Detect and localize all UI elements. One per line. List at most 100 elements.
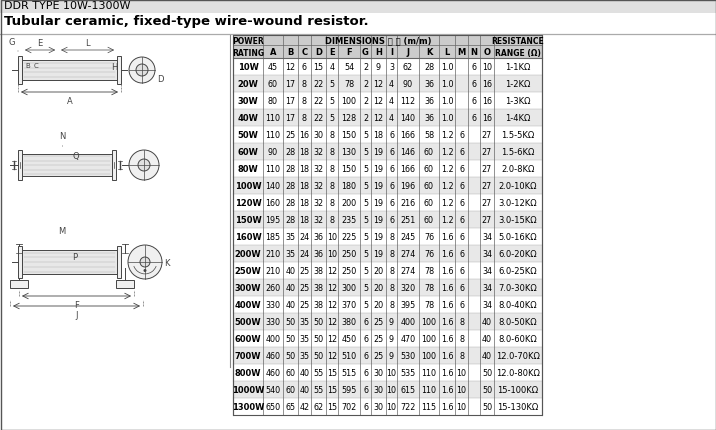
Bar xyxy=(233,194,542,212)
Text: 35: 35 xyxy=(299,334,309,343)
Text: 50: 50 xyxy=(314,351,324,360)
Text: 35: 35 xyxy=(286,249,296,258)
Bar xyxy=(233,144,542,161)
Text: 32: 32 xyxy=(314,181,324,190)
Text: 38: 38 xyxy=(314,266,324,275)
Text: 800W: 800W xyxy=(235,368,261,377)
Text: 50: 50 xyxy=(314,317,324,326)
Text: 150W: 150W xyxy=(235,215,261,224)
Text: 115: 115 xyxy=(422,402,437,411)
Text: 40: 40 xyxy=(286,266,296,275)
Text: 24: 24 xyxy=(299,249,309,258)
Text: 6: 6 xyxy=(389,165,394,174)
Text: 90: 90 xyxy=(268,147,278,157)
Text: 35: 35 xyxy=(299,317,309,326)
Bar xyxy=(233,280,542,296)
Bar xyxy=(233,296,542,313)
Text: 15: 15 xyxy=(327,402,337,411)
Text: 1-4KΩ: 1-4KΩ xyxy=(505,114,531,123)
Text: 100W: 100W xyxy=(235,181,261,190)
Text: 300: 300 xyxy=(342,283,357,292)
Text: 2.0-8KΩ: 2.0-8KΩ xyxy=(501,165,535,174)
Text: F: F xyxy=(74,300,79,309)
Circle shape xyxy=(129,58,155,84)
Text: 12: 12 xyxy=(327,317,337,326)
Bar xyxy=(233,93,542,110)
Text: 2.0-10KΩ: 2.0-10KΩ xyxy=(499,181,537,190)
Bar xyxy=(22,61,117,81)
Text: 12: 12 xyxy=(374,80,384,89)
Text: 50: 50 xyxy=(482,402,492,411)
Text: 20W: 20W xyxy=(238,80,258,89)
Bar xyxy=(0,0,716,14)
Text: B: B xyxy=(26,63,30,69)
Text: 28: 28 xyxy=(286,199,296,208)
Text: 8: 8 xyxy=(389,249,394,258)
Text: 40: 40 xyxy=(482,334,492,343)
Text: 22: 22 xyxy=(314,97,324,106)
Text: 25: 25 xyxy=(373,317,384,326)
Text: 510: 510 xyxy=(342,351,357,360)
Text: 60: 60 xyxy=(424,147,434,157)
Text: 8: 8 xyxy=(302,114,307,123)
Bar xyxy=(233,127,542,144)
Text: 10: 10 xyxy=(387,402,397,411)
Text: 1.6: 1.6 xyxy=(441,233,453,241)
Text: 4: 4 xyxy=(329,63,334,72)
Text: 10: 10 xyxy=(482,63,492,72)
Text: 5: 5 xyxy=(363,131,368,140)
Text: 30: 30 xyxy=(374,402,384,411)
Text: 166: 166 xyxy=(400,165,415,174)
Text: G: G xyxy=(362,48,369,57)
Text: 250W: 250W xyxy=(235,266,261,275)
Text: 300W: 300W xyxy=(235,283,261,292)
Text: 16: 16 xyxy=(482,80,492,89)
Text: 2: 2 xyxy=(363,114,368,123)
Text: 60W: 60W xyxy=(238,147,258,157)
Text: 1000W: 1000W xyxy=(232,385,264,394)
Text: 12: 12 xyxy=(327,283,337,292)
Text: 722: 722 xyxy=(400,402,416,411)
Text: 250: 250 xyxy=(342,266,357,275)
Text: 28: 28 xyxy=(286,181,296,190)
Text: 5: 5 xyxy=(363,249,368,258)
Text: 274: 274 xyxy=(400,266,415,275)
Text: 30: 30 xyxy=(374,385,384,394)
Text: 18: 18 xyxy=(374,131,384,140)
Text: 8: 8 xyxy=(459,334,464,343)
Text: 8: 8 xyxy=(389,283,394,292)
Text: 1.6: 1.6 xyxy=(441,283,453,292)
Text: 1.6: 1.6 xyxy=(441,351,453,360)
Text: 27: 27 xyxy=(482,131,492,140)
Text: 251: 251 xyxy=(400,215,415,224)
Text: 1-3KΩ: 1-3KΩ xyxy=(505,97,531,106)
Text: 100: 100 xyxy=(422,351,437,360)
Text: 60: 60 xyxy=(268,80,278,89)
Text: DIMENSIONS 尸 法 (m/m): DIMENSIONS 尸 法 (m/m) xyxy=(325,37,432,46)
Text: 50: 50 xyxy=(482,368,492,377)
Bar xyxy=(233,364,542,381)
Text: DDR TYPE 10W-1300W: DDR TYPE 10W-1300W xyxy=(4,1,130,11)
Text: 50: 50 xyxy=(286,351,296,360)
Text: 1.6: 1.6 xyxy=(441,402,453,411)
Text: 110: 110 xyxy=(422,385,437,394)
Text: 6: 6 xyxy=(472,97,477,106)
Text: 6: 6 xyxy=(389,215,394,224)
Text: 8: 8 xyxy=(302,80,307,89)
Text: 60: 60 xyxy=(286,385,296,394)
Text: C: C xyxy=(34,63,39,69)
Bar xyxy=(18,246,22,278)
Text: 595: 595 xyxy=(342,385,357,394)
Bar xyxy=(233,313,542,330)
Text: 8.0-40KΩ: 8.0-40KΩ xyxy=(498,300,537,309)
Text: 6: 6 xyxy=(459,300,464,309)
Text: 28: 28 xyxy=(424,63,434,72)
Text: 8: 8 xyxy=(329,131,334,140)
Text: 9: 9 xyxy=(389,351,394,360)
Text: 25: 25 xyxy=(299,266,309,275)
Text: 2: 2 xyxy=(363,80,368,89)
Text: 6.0-25KΩ: 6.0-25KΩ xyxy=(498,266,537,275)
Text: 195: 195 xyxy=(266,215,281,224)
Text: 12: 12 xyxy=(286,63,296,72)
Text: 62: 62 xyxy=(314,402,324,411)
